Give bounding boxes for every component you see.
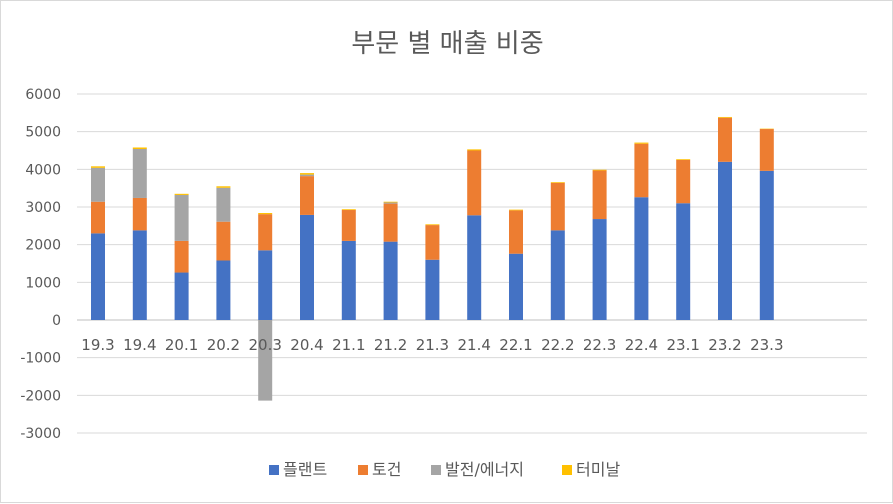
- y-tick-label: 5000: [25, 125, 61, 141]
- y-tick-label: 0: [52, 313, 61, 329]
- x-tick-label: 22.2: [541, 336, 574, 354]
- bar-segment: [718, 118, 732, 162]
- bar-segment: [634, 143, 648, 144]
- x-tick-label: 21.3: [416, 336, 449, 354]
- legend-label: 플랜트: [283, 460, 327, 479]
- legend-swatch: [358, 465, 368, 475]
- legend-swatch: [431, 465, 441, 475]
- bar-segment: [634, 144, 648, 197]
- bar-segment: [467, 151, 481, 216]
- bar-segment: [342, 209, 356, 210]
- bar-segment: [551, 230, 565, 320]
- bar-segment: [342, 241, 356, 320]
- x-tick-label: 21.2: [374, 336, 407, 354]
- bar-segment: [258, 320, 272, 401]
- x-tick-label: 20.2: [207, 336, 240, 354]
- bar-segment: [509, 210, 523, 253]
- bar-segment: [425, 260, 439, 320]
- x-tick-label: 22.4: [625, 336, 658, 354]
- y-tick-label: 2000: [25, 238, 61, 254]
- legend-label: 발전/에너지: [445, 460, 524, 479]
- y-tick-label: 3000: [25, 200, 61, 216]
- x-tick-label: 20.1: [165, 336, 198, 354]
- legend-label: 토건: [372, 460, 401, 479]
- bar-segment: [216, 260, 230, 320]
- bar-segment: [509, 254, 523, 320]
- y-tick-label: 4000: [25, 162, 61, 178]
- bar-segment: [676, 159, 690, 160]
- bar-segment: [384, 202, 398, 203]
- bar-segment: [258, 250, 272, 320]
- bar-segment: [551, 182, 565, 183]
- bar-segment: [342, 210, 356, 241]
- bar-segment: [676, 160, 690, 203]
- bar-segment: [91, 202, 105, 234]
- bar-segment: [384, 202, 398, 203]
- bar-segment: [425, 225, 439, 260]
- bar-segment: [760, 171, 774, 320]
- bar-segment: [593, 170, 607, 219]
- bar-segment: [175, 241, 189, 273]
- legend-swatch: [269, 465, 279, 475]
- y-tick-label: 6000: [25, 87, 61, 103]
- bar-segment: [718, 117, 732, 118]
- bar-segment: [384, 242, 398, 320]
- bar-segment: [133, 230, 147, 320]
- y-tick-label: -2000: [20, 388, 61, 404]
- x-tick-label: 19.4: [123, 336, 156, 354]
- bar-segment: [467, 149, 481, 150]
- bar-segment: [467, 215, 481, 320]
- x-tick-label: 23.3: [750, 336, 783, 354]
- legend-swatch: [562, 465, 572, 475]
- bar-segment: [551, 183, 565, 230]
- bar-segment: [593, 219, 607, 320]
- x-tick-label: 19.3: [81, 336, 114, 354]
- bar-segment: [175, 195, 189, 241]
- bar-segment: [593, 170, 607, 171]
- bar-segment: [133, 149, 147, 198]
- x-tick-label: 23.1: [666, 336, 699, 354]
- bar-segment: [760, 129, 774, 171]
- x-tick-label: 21.4: [457, 336, 490, 354]
- y-tick-label: -3000: [20, 426, 61, 442]
- bar-segment: [718, 162, 732, 320]
- bar-segment: [91, 166, 105, 168]
- legend-label: 터미날: [576, 460, 620, 479]
- bar-segment: [91, 168, 105, 202]
- bar-segment: [300, 173, 314, 175]
- bar-segment: [300, 215, 314, 320]
- bar-segment: [133, 147, 147, 149]
- bar-segment: [91, 233, 105, 320]
- bar-segment: [384, 204, 398, 242]
- bar-segment: [676, 203, 690, 320]
- bar-segment: [258, 213, 272, 214]
- bar-segment: [216, 186, 230, 188]
- bar-segment: [300, 176, 314, 215]
- bar-segment: [216, 222, 230, 261]
- x-tick-label: 20.4: [290, 336, 323, 354]
- y-tick-label: -1000: [20, 351, 61, 367]
- x-tick-label: 22.3: [583, 336, 616, 354]
- bar-segment: [300, 175, 314, 177]
- bar-segment: [425, 224, 439, 225]
- x-tick-label: 23.2: [708, 336, 741, 354]
- bar-segment: [175, 273, 189, 320]
- bar-segment: [133, 198, 147, 230]
- y-tick-label: 1000: [25, 275, 61, 291]
- bar-segment: [175, 194, 189, 195]
- bar-segment: [634, 197, 648, 320]
- x-tick-label: 20.3: [248, 336, 281, 354]
- bar-segment: [216, 188, 230, 222]
- bar-segment: [509, 210, 523, 211]
- x-tick-label: 21.1: [332, 336, 365, 354]
- x-tick-label: 22.1: [499, 336, 532, 354]
- bar-segment: [258, 214, 272, 250]
